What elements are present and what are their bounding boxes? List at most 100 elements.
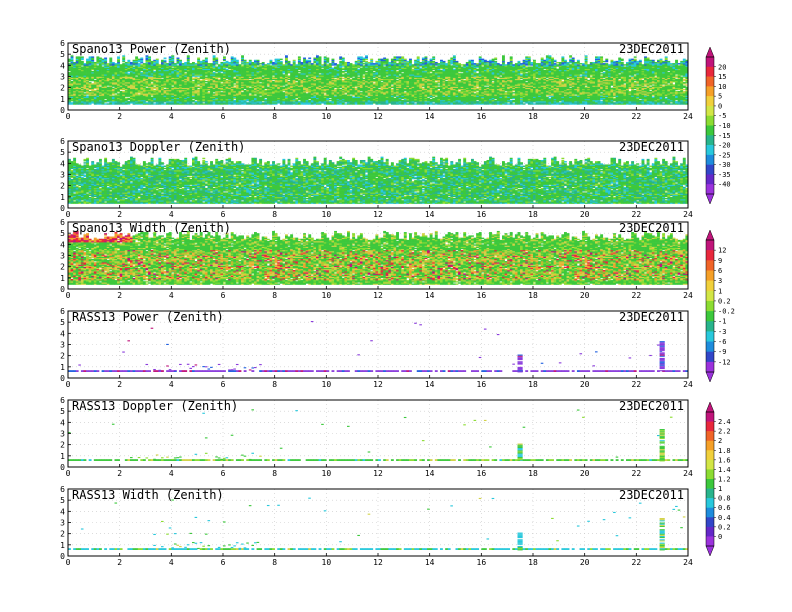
heatmap-cell xyxy=(220,92,223,93)
heatmap-cell xyxy=(140,58,143,59)
heatmap-cell xyxy=(104,58,107,59)
heatmap-cell xyxy=(339,56,342,57)
heatmap-cell xyxy=(350,95,353,96)
heatmap-cell xyxy=(267,63,270,64)
heatmap-cell xyxy=(383,66,386,67)
heatmap-cell xyxy=(202,103,205,104)
heatmap-cell xyxy=(321,69,324,70)
heatmap-cell xyxy=(383,58,386,59)
heatmap-cell xyxy=(153,87,156,88)
heatmap-cell xyxy=(76,56,79,57)
heatmap-cell xyxy=(306,93,309,94)
heatmap-cell xyxy=(192,100,195,101)
heatmap-cell xyxy=(107,103,110,104)
heatmap-cell xyxy=(153,71,156,72)
heatmap-cell xyxy=(127,60,130,61)
heatmap-cell xyxy=(249,88,252,89)
heatmap-cell xyxy=(146,102,149,103)
heatmap-cell xyxy=(233,87,236,88)
heatmap-cell xyxy=(241,55,244,56)
heatmap-cell xyxy=(241,65,244,66)
heatmap-cell xyxy=(205,83,208,84)
heatmap-cell xyxy=(378,77,381,78)
heatmap-cell xyxy=(120,91,123,92)
heatmap-cell xyxy=(342,78,345,79)
heatmap-cell xyxy=(228,70,231,71)
heatmap-cell xyxy=(94,90,97,91)
heatmap-cell xyxy=(94,80,97,81)
heatmap-cell xyxy=(306,60,309,61)
heatmap-cell xyxy=(339,61,342,62)
heatmap-cell xyxy=(355,61,358,62)
heatmap-cell xyxy=(360,68,363,69)
heatmap-cell xyxy=(107,87,110,88)
heatmap-cell xyxy=(205,58,208,59)
heatmap-cell xyxy=(127,73,130,74)
heatmap-cell xyxy=(378,59,381,60)
heatmap-cell xyxy=(313,64,316,65)
heatmap-cell xyxy=(91,56,94,57)
heatmap-cell xyxy=(326,58,329,59)
heatmap-cell xyxy=(71,102,74,103)
heatmap-cell xyxy=(233,78,236,79)
heatmap-cell xyxy=(143,63,146,64)
heatmap-cell xyxy=(151,83,154,84)
heatmap-cell xyxy=(246,62,249,63)
heatmap-cell xyxy=(233,84,236,85)
heatmap-cell xyxy=(179,60,182,61)
heatmap-cell xyxy=(91,71,94,72)
heatmap-cell xyxy=(365,55,368,56)
heatmap-cell xyxy=(370,59,373,60)
heatmap-cell xyxy=(153,60,156,61)
heatmap-cell xyxy=(368,62,371,63)
heatmap-cell xyxy=(153,103,156,104)
heatmap-cell xyxy=(319,74,322,75)
heatmap-cell xyxy=(104,100,107,101)
heatmap-cell xyxy=(112,88,115,89)
heatmap-cell xyxy=(177,58,180,59)
heatmap-cell xyxy=(122,63,125,64)
heatmap-cell xyxy=(378,89,381,90)
heatmap-cell xyxy=(357,56,360,57)
heatmap-cell xyxy=(308,60,311,61)
heatmap-cell xyxy=(205,81,208,82)
heatmap-cell xyxy=(89,82,92,83)
heatmap-cell xyxy=(109,58,112,59)
heatmap-cell xyxy=(319,56,322,57)
heatmap-cell xyxy=(251,62,254,63)
heatmap-cell xyxy=(259,83,262,84)
heatmap-cell xyxy=(71,81,74,82)
heatmap-cell xyxy=(78,56,81,57)
heatmap-cell xyxy=(117,93,120,94)
heatmap-cell xyxy=(308,58,311,59)
heatmap-cell xyxy=(306,77,309,78)
heatmap-cell xyxy=(363,75,366,76)
heatmap-cell xyxy=(352,64,355,65)
heatmap-cell xyxy=(133,60,136,61)
heatmap-cell xyxy=(84,63,87,64)
heatmap-cell xyxy=(347,62,350,63)
heatmap-cell xyxy=(282,87,285,88)
heatmap-cell xyxy=(184,73,187,74)
heatmap-cell xyxy=(329,101,332,102)
heatmap-cell xyxy=(146,88,149,89)
heatmap-cell xyxy=(337,64,340,65)
heatmap-cell xyxy=(311,63,314,64)
heatmap-cell xyxy=(164,60,167,61)
heatmap-cell xyxy=(386,59,389,60)
heatmap-cell xyxy=(99,58,102,59)
heatmap-cell xyxy=(138,63,141,64)
heatmap-cell xyxy=(344,62,347,63)
heatmap-cell xyxy=(140,64,143,65)
heatmap-cell xyxy=(280,61,283,62)
heatmap-cell xyxy=(350,79,353,80)
heatmap-cell xyxy=(161,79,164,80)
heatmap-cell xyxy=(192,78,195,79)
heatmap-cell xyxy=(272,77,275,78)
heatmap-cell xyxy=(329,99,332,100)
heatmap-cell xyxy=(86,59,89,60)
heatmap-cell xyxy=(293,60,296,61)
heatmap-cell xyxy=(363,79,366,80)
heatmap-cell xyxy=(164,103,167,104)
heatmap-cell xyxy=(84,93,87,94)
